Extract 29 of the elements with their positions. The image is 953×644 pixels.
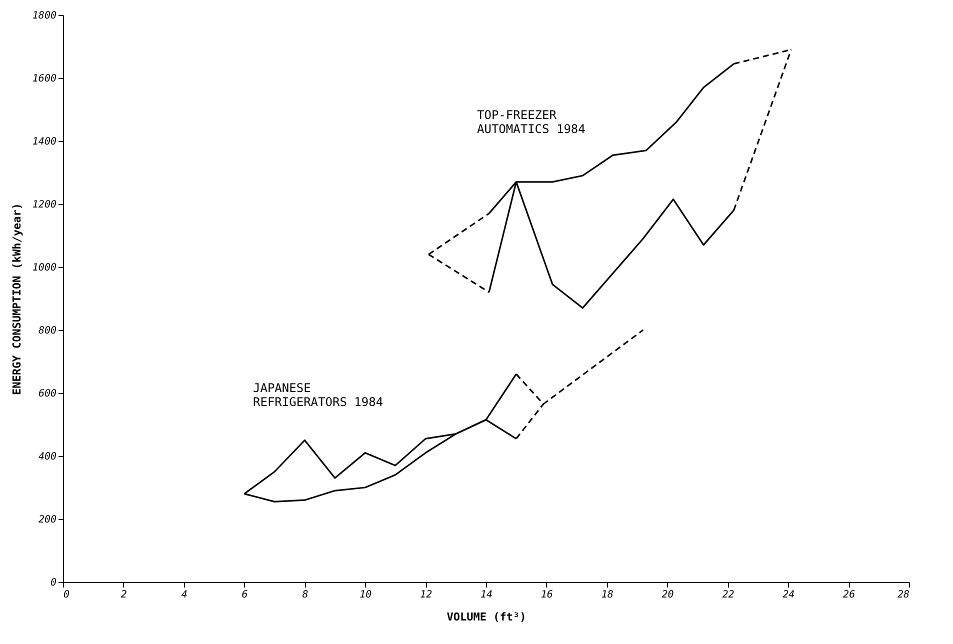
- x-tick-label: 16: [540, 590, 553, 600]
- x-tick-label: 12: [420, 590, 432, 600]
- y-tick-label: 1000: [32, 262, 56, 274]
- x-tick-label: 24: [782, 590, 795, 600]
- y-tick-label: 400: [38, 452, 56, 462]
- x-tick-label: 28: [897, 590, 910, 600]
- x-axis-title: VOLUME (ft³): [446, 610, 526, 624]
- annotation: TOP-FREEZER AUTOMATICS 1984: [477, 108, 586, 136]
- y-tick-label: 1200: [32, 200, 56, 210]
- y-tick-label: 0: [50, 578, 56, 588]
- y-tick-label: 1600: [32, 74, 56, 84]
- y-tick-label: 800: [38, 326, 56, 336]
- x-tick-label: 0: [64, 590, 70, 600]
- y-tick-label: 200: [38, 514, 56, 526]
- x-tick-label: 20: [662, 590, 674, 600]
- x-tick-label: 14: [480, 590, 493, 600]
- x-tick-label: 8: [302, 590, 308, 600]
- x-tick-label: 26: [843, 590, 856, 600]
- y-tick-label: 1800: [32, 10, 56, 22]
- x-tick-label: 6: [242, 590, 248, 600]
- y-tick-label: 600: [38, 388, 56, 400]
- y-axis-title: ENERGY CONSUMPTION (kWh/year): [10, 202, 24, 396]
- x-tick-label: 4: [181, 590, 188, 600]
- y-tick-label: 1400: [32, 136, 56, 148]
- x-tick-label: 18: [601, 590, 614, 600]
- x-tick-label: 2: [120, 590, 127, 600]
- x-tick-label: 10: [360, 590, 372, 600]
- annotation: JAPANESE REFRIGERATORS 1984: [253, 381, 384, 409]
- x-tick-label: 22: [722, 590, 734, 600]
